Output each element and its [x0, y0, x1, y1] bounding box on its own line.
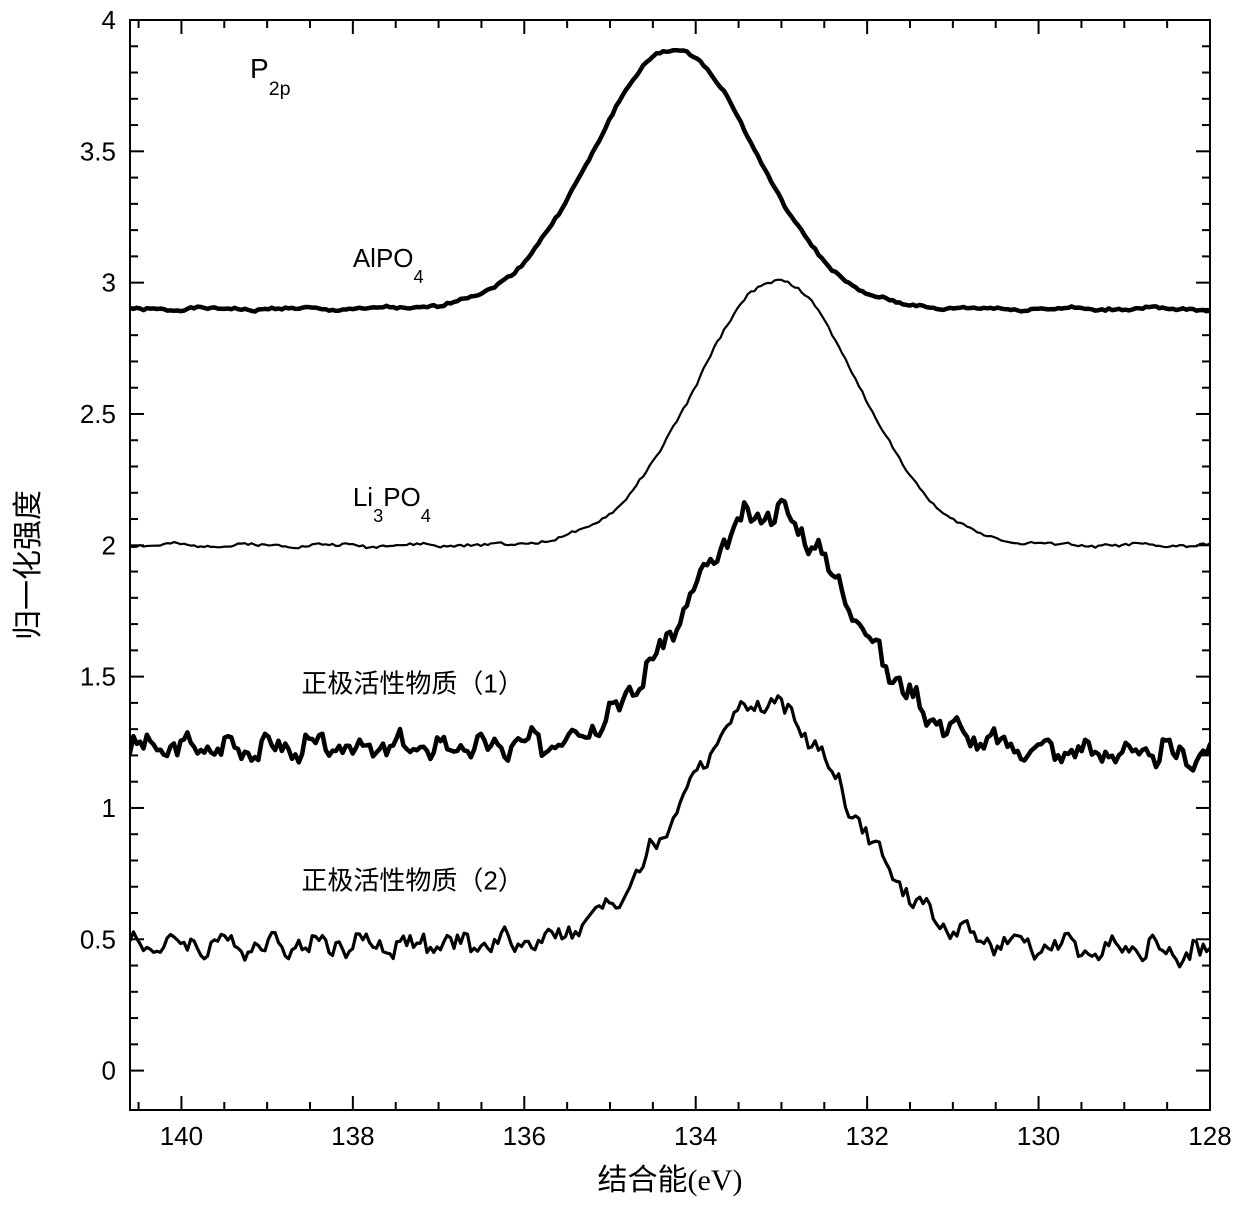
annotation: 正极活性物质（2）: [301, 865, 523, 895]
x-tick-label: 138: [331, 1121, 374, 1151]
spectrum-Li3PO4: [130, 280, 1210, 549]
spectrum-sample2: [130, 696, 1210, 967]
y-tick-label: 2: [102, 530, 116, 560]
y-axis-label: 归一化强度: [12, 490, 45, 640]
chart-svg: 128 130 132 134 136 138 140 0 0.5 1 1.5 2 2.5 3 3.5 4 结合…: [0, 0, 1240, 1229]
annotation: 正极活性物质（1）: [301, 668, 523, 698]
y-tick-label: 1: [102, 793, 116, 823]
y-tick-label: 2.5: [80, 399, 116, 429]
y-tick-label: 3.5: [80, 136, 116, 166]
xps-spectra-chart: 128 130 132 134 136 138 140 0 0.5 1 1.5 2 2.5 3 3.5 4 结合…: [0, 0, 1240, 1229]
y-tick-label: 1.5: [80, 662, 116, 692]
spectrum-sample1: [130, 500, 1210, 771]
x-tick-label: 134: [674, 1121, 717, 1151]
annotation: AlPO4: [353, 243, 424, 287]
y-tick-label: 0.5: [80, 924, 116, 954]
x-tick-label: 140: [160, 1121, 203, 1151]
annotation: P2p: [250, 53, 291, 100]
annotation: Li3PO4: [353, 482, 431, 526]
x-tick-label: 132: [845, 1121, 888, 1151]
y-tick-label: 4: [102, 5, 116, 35]
x-tick-label: 136: [503, 1121, 546, 1151]
y-tick-label: 3: [102, 268, 116, 298]
spectrum-AlPO4: [130, 50, 1210, 311]
y-tick-label: 0: [102, 1056, 116, 1086]
x-tick-label: 130: [1017, 1121, 1060, 1151]
x-axis-label: 结合能(eV): [598, 1164, 743, 1197]
x-tick-label: 128: [1188, 1121, 1231, 1151]
